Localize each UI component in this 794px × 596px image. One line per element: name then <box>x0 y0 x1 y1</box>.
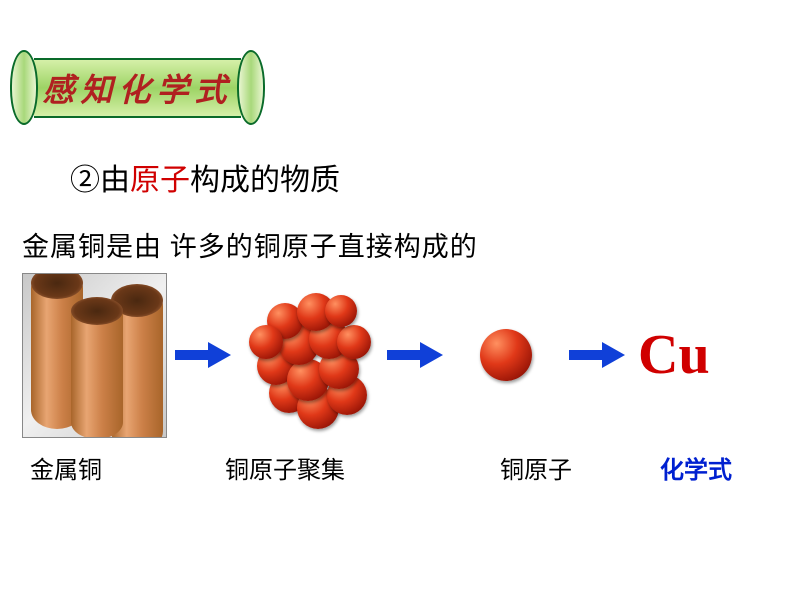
atom-sphere <box>337 325 371 359</box>
chemical-formula: Cu <box>638 323 710 387</box>
label-formula: 化学式 <box>660 450 732 485</box>
scroll-end-left <box>10 50 38 125</box>
subtitle-number: ② <box>70 164 100 197</box>
copper-pipe <box>71 299 123 438</box>
scroll-body: 感知化学式 <box>34 58 241 118</box>
description-text: 金属铜是由 许多的铜原子直接构成的 <box>22 225 478 264</box>
label-single-atom: 铜原子 <box>500 450 572 485</box>
diagram-row: Cu <box>22 270 777 440</box>
subtitle-suffix: 构成的物质 <box>190 164 340 197</box>
subtitle: ②由原子构成的物质 <box>70 155 340 199</box>
copper-pipes-image <box>22 273 167 438</box>
label-atom-cluster: 铜原子聚集 <box>225 450 345 485</box>
atom-sphere <box>480 329 532 381</box>
banner-text: 感知化学式 <box>42 65 232 111</box>
arrow-icon <box>385 340 445 370</box>
arrow-icon <box>173 340 233 370</box>
subtitle-prefix: 由 <box>100 164 130 197</box>
label-copper-metal: 金属铜 <box>30 450 102 485</box>
scroll-end-right <box>237 50 265 125</box>
arrow-icon <box>567 340 627 370</box>
atom-sphere <box>325 295 357 327</box>
single-atom <box>466 315 546 395</box>
atom-sphere <box>249 325 283 359</box>
atom-cluster <box>239 275 379 435</box>
title-banner: 感知化学式 <box>10 50 265 125</box>
labels-row: 金属铜 铜原子聚集 铜原子 化学式 <box>0 450 794 490</box>
subtitle-highlight: 原子 <box>130 164 190 197</box>
